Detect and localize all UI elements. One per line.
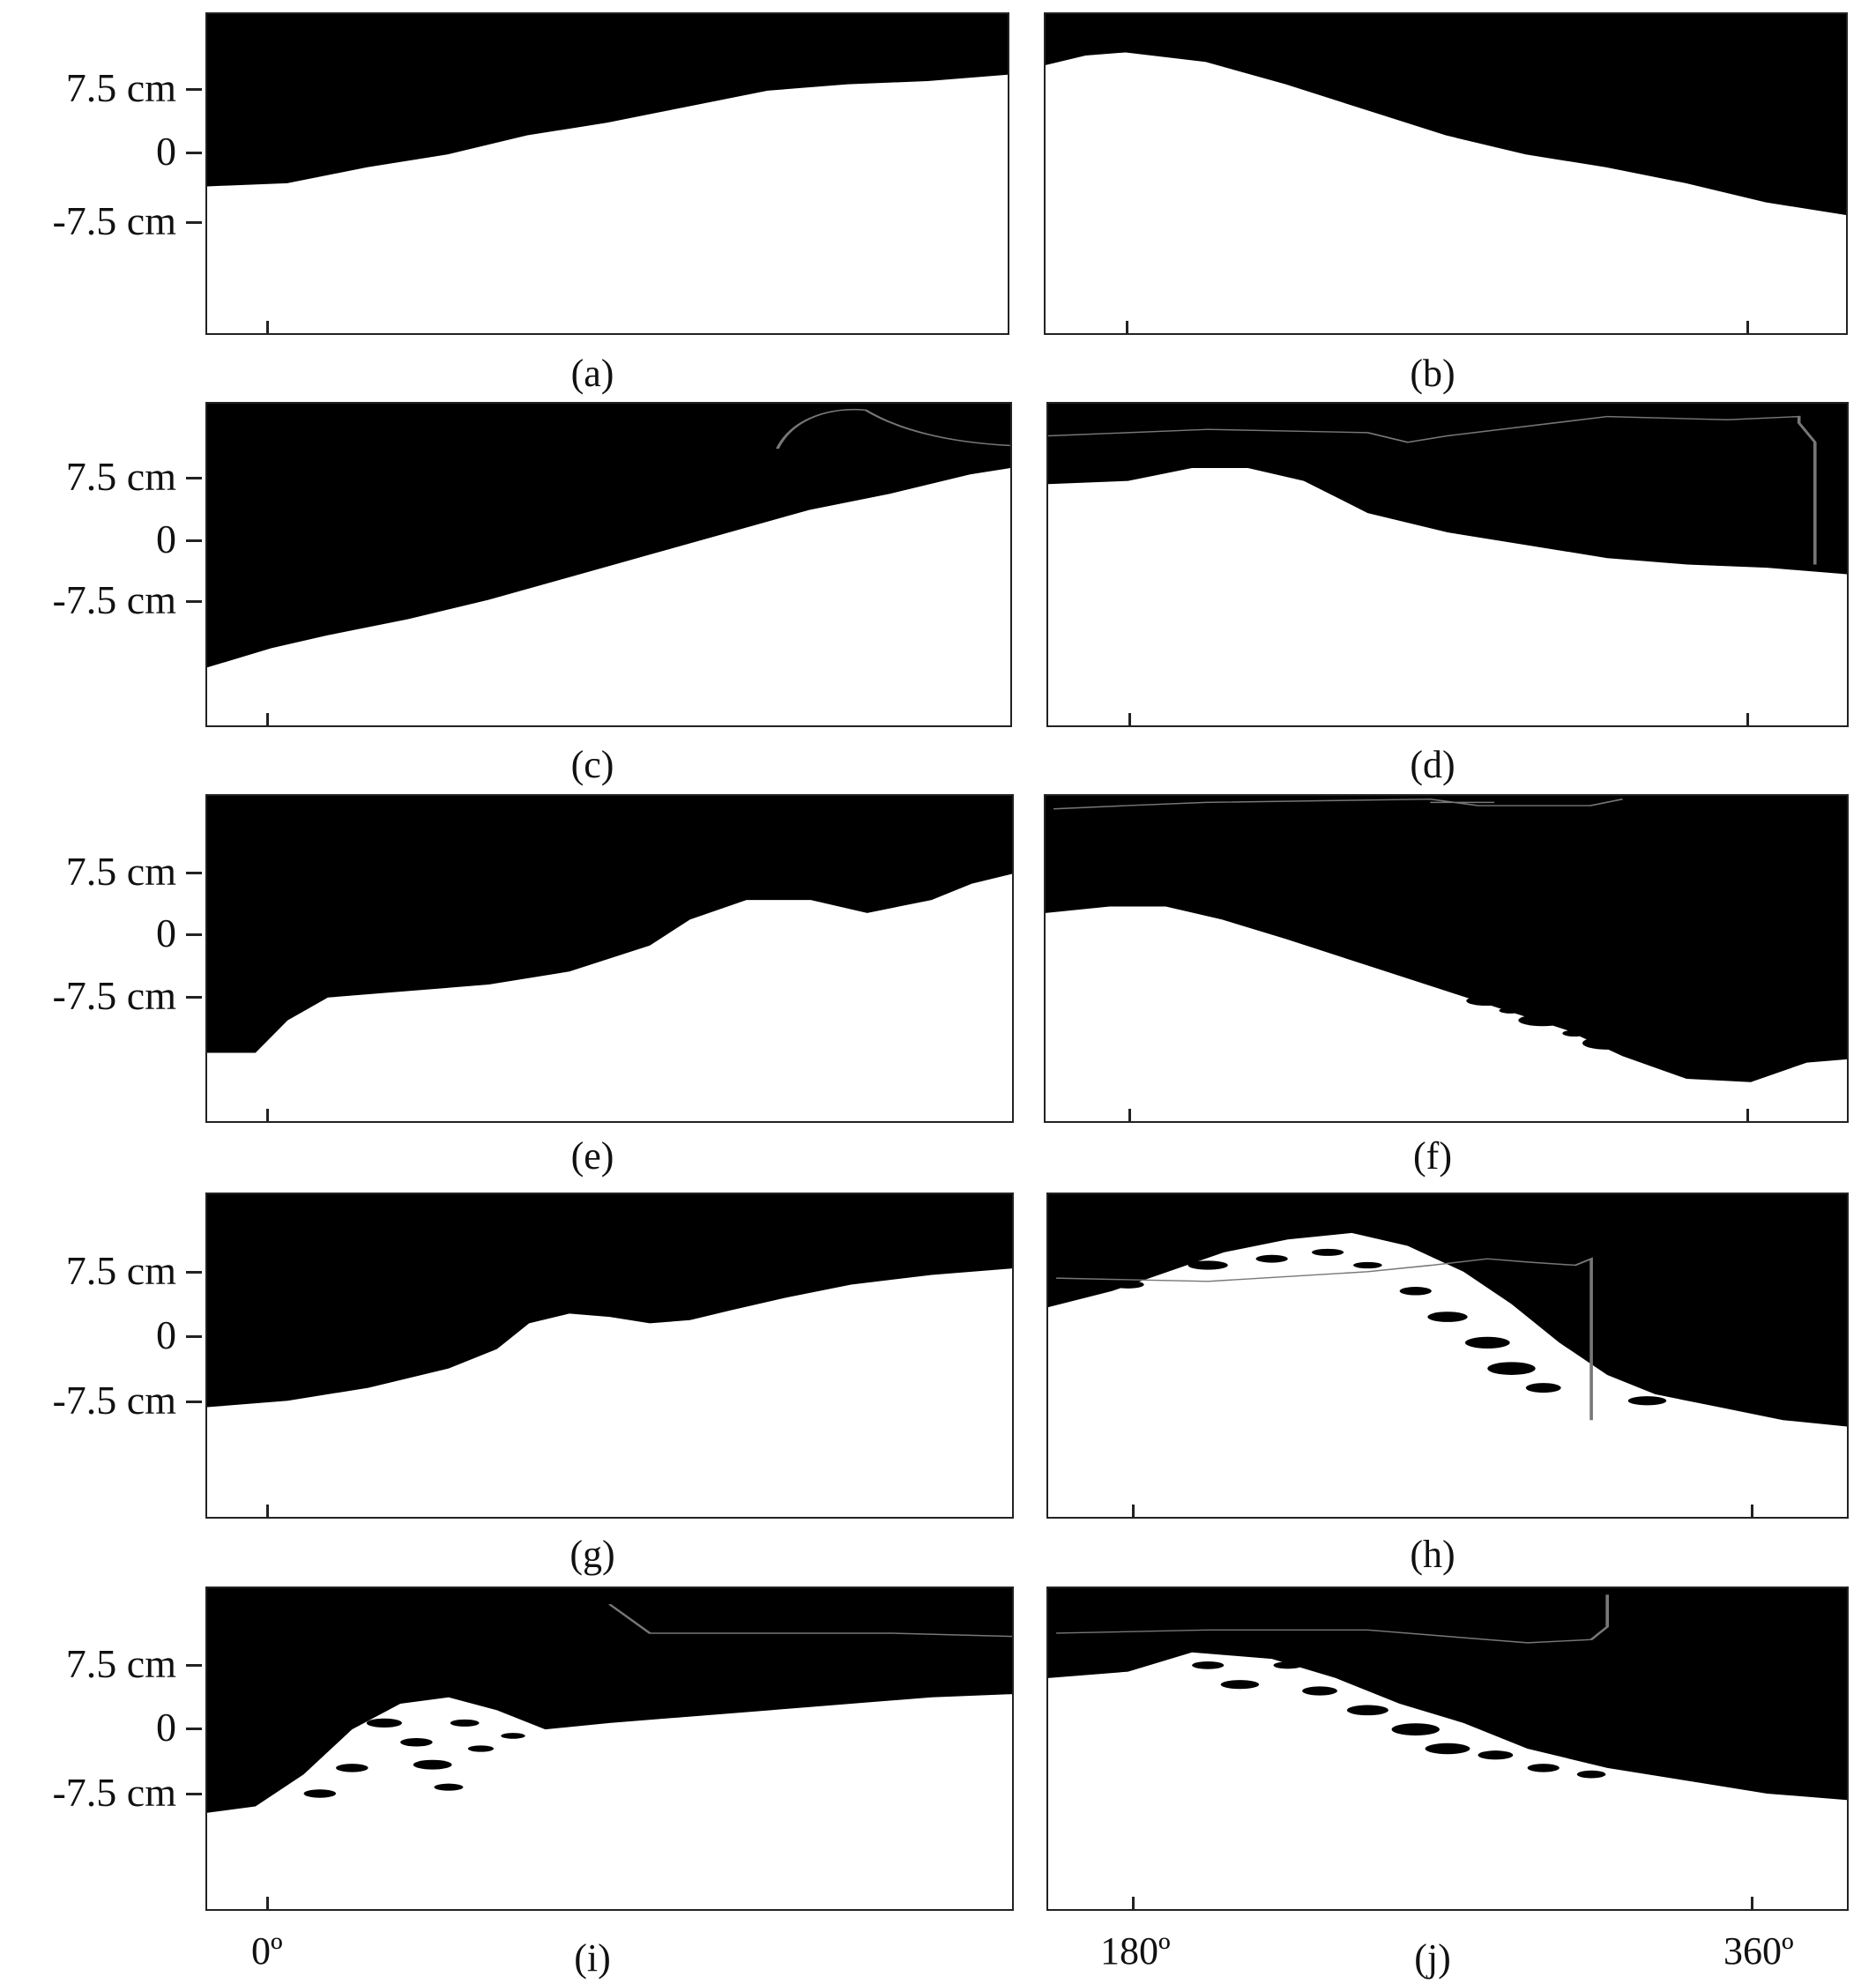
y-label-neg: -7.5 cm — [52, 1378, 176, 1423]
y-tick — [186, 872, 202, 874]
panel-i — [205, 1586, 1014, 1911]
y-tick — [186, 1401, 202, 1403]
wave-image-e — [207, 796, 1012, 1121]
wave-image-j — [1048, 1588, 1847, 1909]
x-tick — [1746, 1109, 1749, 1121]
y-tick — [186, 1728, 202, 1730]
y-tick — [186, 1664, 202, 1667]
panel-f — [1044, 794, 1849, 1123]
panel-a — [205, 12, 1009, 335]
panel-g — [205, 1193, 1014, 1519]
x-label-180: 180º — [1100, 1929, 1171, 1973]
x-tick — [1128, 1109, 1131, 1121]
panel-b — [1044, 12, 1848, 335]
y-label-pos: 7.5 cm — [65, 1248, 176, 1293]
y-label-pos: 7.5 cm — [65, 1641, 176, 1686]
x-tick — [1132, 1897, 1135, 1909]
wave-image-f — [1046, 796, 1847, 1121]
x-tick — [266, 1109, 269, 1121]
x-tick — [1128, 713, 1131, 725]
y-label-pos: 7.5 cm — [65, 65, 176, 110]
panel-d — [1046, 402, 1849, 727]
y-tick — [186, 600, 202, 603]
y-tick — [186, 221, 202, 224]
x-tick — [266, 713, 269, 725]
panel-j — [1046, 1586, 1849, 1911]
y-tick — [186, 996, 202, 999]
wave-image-i — [207, 1588, 1012, 1909]
x-tick — [1751, 1505, 1753, 1517]
wave-image-g — [207, 1194, 1012, 1517]
y-tick — [186, 1271, 202, 1274]
x-tick — [1751, 1897, 1753, 1909]
y-tick — [186, 477, 202, 479]
y-label-neg: -7.5 cm — [52, 577, 176, 622]
x-label-0: 0º — [251, 1929, 283, 1973]
wave-image-b — [1046, 14, 1846, 333]
y-label-neg: -7.5 cm — [52, 198, 176, 243]
panel-h — [1046, 1193, 1849, 1519]
y-label-pos: 7.5 cm — [65, 849, 176, 894]
y-label-neg: -7.5 cm — [52, 973, 176, 1018]
y-tick — [186, 933, 202, 936]
panel-label-c: (c) — [570, 743, 614, 786]
x-tick — [1126, 321, 1128, 333]
y-label-zero: 0 — [156, 516, 176, 561]
y-label-neg: -7.5 cm — [52, 1770, 176, 1815]
x-tick — [1746, 713, 1749, 725]
panel-label-f: (f) — [1413, 1134, 1452, 1178]
x-tick — [1746, 321, 1749, 333]
y-tick — [186, 1793, 202, 1795]
panel-label-e: (e) — [570, 1134, 614, 1178]
wave-image-d — [1048, 404, 1847, 725]
panel-label-b: (b) — [1410, 352, 1455, 395]
y-label-zero: 0 — [156, 1705, 176, 1750]
y-label-zero: 0 — [156, 910, 176, 955]
panel-label-h: (h) — [1410, 1533, 1455, 1576]
panel-label-g: (g) — [570, 1533, 615, 1576]
y-tick — [186, 88, 202, 91]
x-tick — [266, 1897, 269, 1909]
panel-label-j: (j) — [1414, 1936, 1451, 1980]
panel-c — [205, 402, 1012, 727]
y-label-pos: 7.5 cm — [65, 454, 176, 499]
y-tick — [186, 152, 202, 154]
x-tick — [1132, 1505, 1135, 1517]
y-label-zero: 0 — [156, 129, 176, 174]
y-tick — [186, 539, 202, 542]
x-tick — [266, 321, 269, 333]
panel-label-i: (i) — [574, 1936, 611, 1980]
panel-label-a: (a) — [570, 352, 614, 395]
wave-image-a — [207, 14, 1008, 333]
x-label-360: 360º — [1723, 1929, 1794, 1973]
wave-image-c — [207, 404, 1010, 725]
wave-image-h — [1048, 1194, 1847, 1517]
y-label-zero: 0 — [156, 1312, 176, 1357]
y-tick — [186, 1335, 202, 1338]
panel-label-d: (d) — [1410, 743, 1455, 786]
panel-e — [205, 794, 1014, 1123]
x-tick — [266, 1505, 269, 1517]
